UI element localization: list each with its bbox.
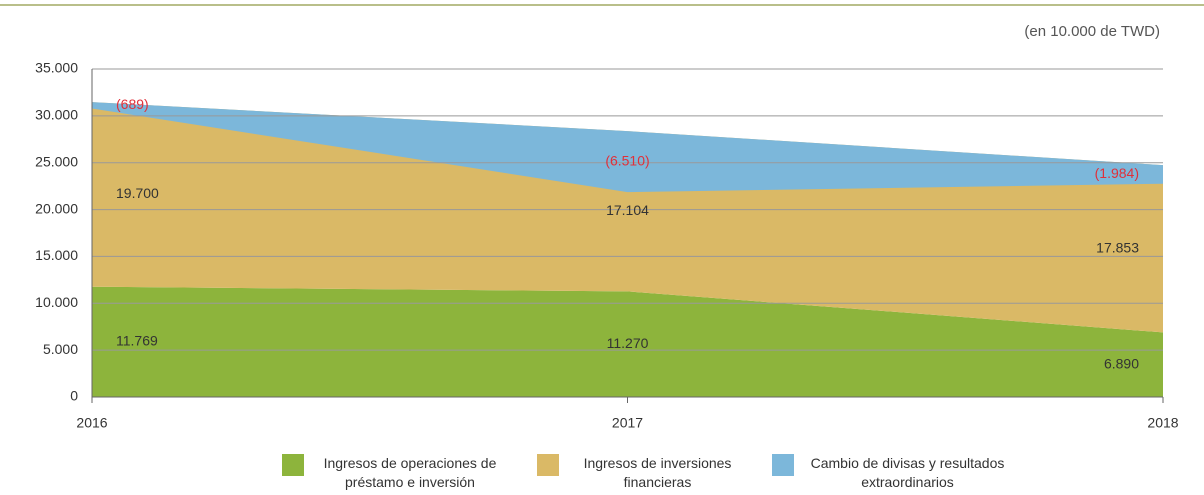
legend-item: Ingresos de operaciones de préstamo e in… (282, 454, 510, 492)
y-tick-label: 35.000 (35, 60, 78, 76)
data-label: 6.890 (1104, 355, 1139, 371)
area (92, 102, 1163, 193)
x-tick-label: 2018 (1147, 415, 1178, 431)
legend-label: Cambio de divisas y resultados extraordi… (810, 455, 1005, 490)
y-tick-label: 20.000 (35, 200, 78, 216)
data-label: 17.104 (606, 202, 649, 218)
legend: Ingresos de operaciones de préstamo e in… (0, 454, 1204, 494)
data-label: (6.510) (605, 152, 649, 168)
legend-swatch (537, 454, 559, 476)
legend-item: Ingresos de inversiones financieras (537, 454, 750, 492)
legend-label: Ingresos de operaciones de préstamo e in… (323, 455, 497, 490)
legend-swatch (772, 454, 794, 476)
data-label: (1.984) (1095, 165, 1139, 181)
data-label: 11.769 (116, 333, 158, 349)
legend-swatch (282, 454, 304, 476)
y-tick-label: 5.000 (43, 341, 78, 357)
y-tick-label: 30.000 (35, 107, 78, 123)
y-tick-label: 10.000 (35, 294, 78, 310)
area (92, 286, 1163, 397)
y-tick-label: 15.000 (35, 247, 78, 263)
data-label: 17.853 (1096, 239, 1139, 255)
unit-note: (en 10.000 de TWD) (1024, 23, 1160, 40)
x-tick-label: 2017 (612, 415, 643, 431)
y-tick-label: 25.000 (35, 153, 78, 169)
data-label: 11.270 (607, 335, 649, 351)
data-label: 19.700 (116, 185, 159, 201)
chart: (en 10.000 de TWD) 0 5.000 10.000 15.000 20.… (0, 4, 1204, 431)
y-tick-label: 0 (70, 388, 78, 404)
legend-label: Ingresos de inversiones financieras (583, 455, 732, 490)
x-tick-label: 2016 (76, 415, 107, 431)
legend-item: Cambio de divisas y resultados extraordi… (772, 454, 1015, 492)
data-label: (689) (116, 96, 149, 112)
